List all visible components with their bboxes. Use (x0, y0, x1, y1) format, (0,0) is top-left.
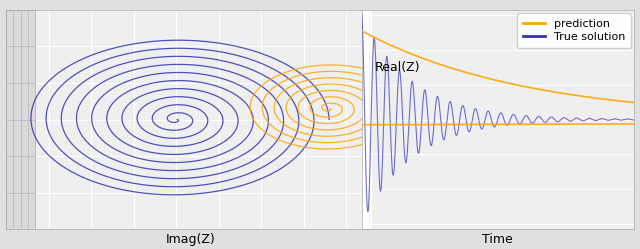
X-axis label: Imag(Z): Imag(Z) (166, 233, 215, 246)
Legend: prediction, True solution: prediction, True solution (517, 13, 631, 48)
X-axis label: Time: Time (482, 233, 513, 246)
Text: Real(Z): Real(Z) (375, 61, 420, 74)
Polygon shape (6, 10, 35, 229)
